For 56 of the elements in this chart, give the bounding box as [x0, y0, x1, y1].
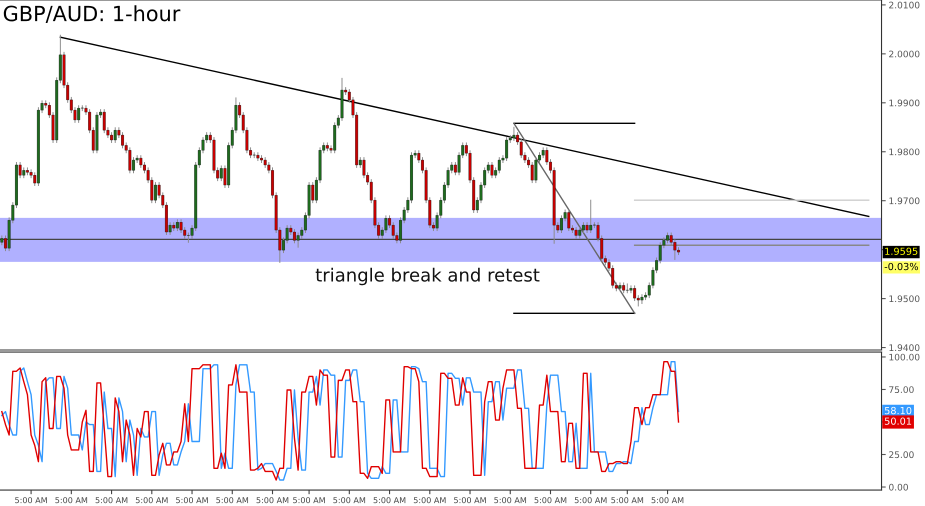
x-tick-label: 5:00 AM [333, 497, 366, 504]
y-tick-label: 2.0000 [889, 50, 920, 58]
text: 50.01 [884, 417, 912, 425]
y-tick-label: 100.00 [889, 354, 920, 361]
candlestick [633, 285, 636, 302]
x-tick-label: 5:00 AM [574, 497, 606, 504]
candlestick [586, 222, 589, 234]
candlestick [589, 200, 592, 234]
y-tick-label: 1.9500 [889, 295, 920, 302]
candlestick [22, 167, 26, 178]
y-tick-label: 25.00 [889, 451, 914, 458]
x-tick-label: 5:00 AM [256, 497, 288, 504]
candlestick [622, 282, 626, 294]
candlestick [114, 127, 117, 143]
y-tick-label: 1.9700 [889, 197, 920, 204]
x-tick-label: 5:00 AM [96, 497, 128, 504]
candlestick [574, 227, 578, 238]
y-tick-label: 1.9900 [889, 100, 920, 106]
x-tick-label: 5:00 AM [15, 497, 47, 504]
x-tick-label: 5:00 AM [176, 497, 208, 504]
text: 58.10 [884, 406, 912, 414]
y-tick-label: 0.00 [889, 484, 908, 491]
x-tick-label: 5:00 AM [216, 497, 248, 504]
x-tick-label: 5:00 AM [611, 497, 644, 504]
candlestick [567, 210, 570, 232]
candlestick [252, 152, 256, 158]
candlestick [512, 126, 516, 141]
x-tick-label: 5:00 AM [454, 497, 486, 504]
x-tick-label: 5:00 AM [136, 497, 168, 504]
candlestick [220, 165, 223, 182]
candlestick [154, 182, 157, 204]
text: 1.9595 [885, 248, 918, 255]
candlestick [77, 105, 80, 123]
x-tick-label: 5:00 AM [414, 497, 446, 504]
x-tick-label: 5:00 AM [374, 497, 406, 504]
candlestick [582, 222, 585, 234]
x-tick-label: 5:00 AM [534, 497, 566, 504]
annotation: triangle break and retest [316, 268, 540, 286]
candlestick [490, 162, 494, 178]
candlestick [626, 283, 629, 294]
x-tick-label: 5:00 AM [55, 497, 88, 504]
y-tick-label: 75.00 [889, 386, 914, 394]
y-tick-label: 2.0100 [889, 2, 920, 8]
x-tick-label: 5:00 AM [293, 497, 325, 504]
y-tick-label: 1.9400 [889, 344, 920, 352]
line-series [1, 360, 680, 481]
x-tick-label: 5:00 AM [652, 497, 684, 504]
candlestick [176, 219, 179, 232]
candlestick [292, 229, 296, 244]
text: -0.03% [884, 262, 918, 270]
chart-title: GBP/AUD: 1-hour [4, 5, 180, 24]
candlestick [505, 137, 508, 162]
x-tick-label: 5:00 AM [494, 497, 526, 504]
y-tick-label: 1.9800 [889, 148, 920, 156]
candlestick [384, 215, 388, 234]
candlestick [296, 232, 300, 248]
